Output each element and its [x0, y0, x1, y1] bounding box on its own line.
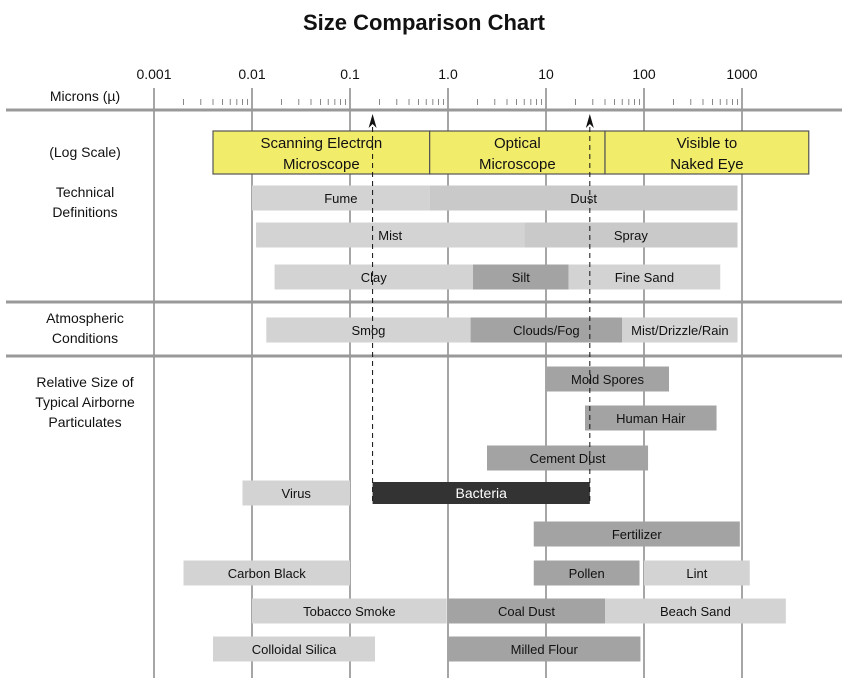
bar-colloidal-silica [213, 636, 376, 662]
bar-label-pollen: Pollen [569, 566, 605, 581]
bar-label-lint: Lint [686, 566, 707, 581]
band-label-visible-to-naked-eye: Visible to Naked Eye [670, 135, 743, 173]
band-optical-microscope [429, 130, 606, 175]
marker-arrow-2 [585, 114, 594, 128]
bar-bacteria [372, 482, 590, 504]
bar-label-beach-sand: Beach Sand [660, 604, 731, 619]
axis-label: Microns (µ) [50, 88, 120, 104]
band-visible-to-naked-eye [604, 130, 810, 175]
bar-label-milled-flour: Milled Flour [511, 642, 579, 657]
bar-smog [266, 317, 471, 343]
bar-label-spray: Spray [614, 228, 648, 243]
section-label-atmospheric-conditions: Atmospheric Conditions [46, 310, 124, 346]
tick-label-100: 100 [632, 66, 656, 82]
bar-virus [242, 480, 350, 506]
bar-fume [252, 185, 430, 211]
section-label-log-scale: (Log Scale) [49, 144, 121, 160]
bar-label-virus: Virus [282, 486, 312, 501]
tick-label-1000: 1000 [726, 66, 757, 82]
bar-mold-spores [546, 366, 670, 392]
bar-label-smog: Smog [351, 323, 385, 338]
bar-clouds-fog [470, 317, 623, 343]
bar-label-fume: Fume [324, 191, 357, 206]
tick-label-1-0: 1.0 [438, 66, 458, 82]
bar-beach-sand [605, 598, 786, 624]
bar-cement-dust [486, 445, 649, 471]
bar-label-human-hair: Human Hair [616, 411, 686, 426]
bar-silt [473, 264, 569, 290]
bar-label-clouds-fog: Clouds/Fog [513, 323, 579, 338]
bar-spray [524, 222, 738, 248]
bar-label-tobacco-smoke: Tobacco Smoke [303, 604, 396, 619]
bar-label-dust: Dust [570, 191, 597, 206]
bar-label-carbon-black: Carbon Black [228, 566, 307, 581]
bar-label-clay: Clay [361, 270, 388, 285]
bar-mist-drizzle-rain [622, 317, 738, 343]
tick-label-10: 10 [538, 66, 554, 82]
bar-pollen [533, 560, 640, 586]
bar-label-bacteria: Bacteria [456, 485, 508, 501]
chart-title: Size Comparison Chart [303, 10, 546, 35]
bar-dust [429, 185, 738, 211]
bar-fine-sand [568, 264, 721, 290]
bar-human-hair [584, 405, 717, 431]
bar-label-coal-dust: Coal Dust [498, 604, 555, 619]
bar-fertilizer [533, 521, 740, 547]
bar-label-colloidal-silica: Colloidal Silica [252, 642, 337, 657]
bar-mist [256, 222, 525, 248]
tick-label-0-1: 0.1 [340, 66, 360, 82]
bar-label-mist-drizzle-rain: Mist/Drizzle/Rain [631, 323, 729, 338]
bar-label-fertilizer: Fertilizer [612, 527, 663, 542]
bar-label-silt: Silt [512, 270, 530, 285]
bar-milled-flour [448, 636, 641, 662]
bar-label-mist: Mist [378, 228, 402, 243]
bar-label-mold-spores: Mold Spores [571, 372, 644, 387]
section-label-technical-definitions: Technical Definitions [52, 184, 117, 220]
marker-arrow-1 [368, 114, 377, 128]
section-label-relative-size-of-typical-airborne-particulates: Relative Size of Typical Airborne Particul… [35, 374, 135, 430]
bar-coal-dust [448, 598, 606, 624]
bar-carbon-black [183, 560, 350, 586]
tick-label-0-01: 0.01 [238, 66, 265, 82]
bar-lint [644, 560, 750, 586]
band-scanning-electron-microscope [212, 130, 431, 175]
bar-clay [274, 264, 474, 290]
band-label-optical-microscope: Optical Microscope [479, 135, 556, 173]
bar-tobacco-smoke [252, 598, 447, 624]
bar-label-cement-dust: Cement Dust [530, 451, 606, 466]
bar-label-fine-sand: Fine Sand [615, 270, 674, 285]
band-label-scanning-electron-microscope: Scanning Electron Microscope [260, 135, 382, 173]
tick-label-0-001: 0.001 [136, 66, 171, 82]
